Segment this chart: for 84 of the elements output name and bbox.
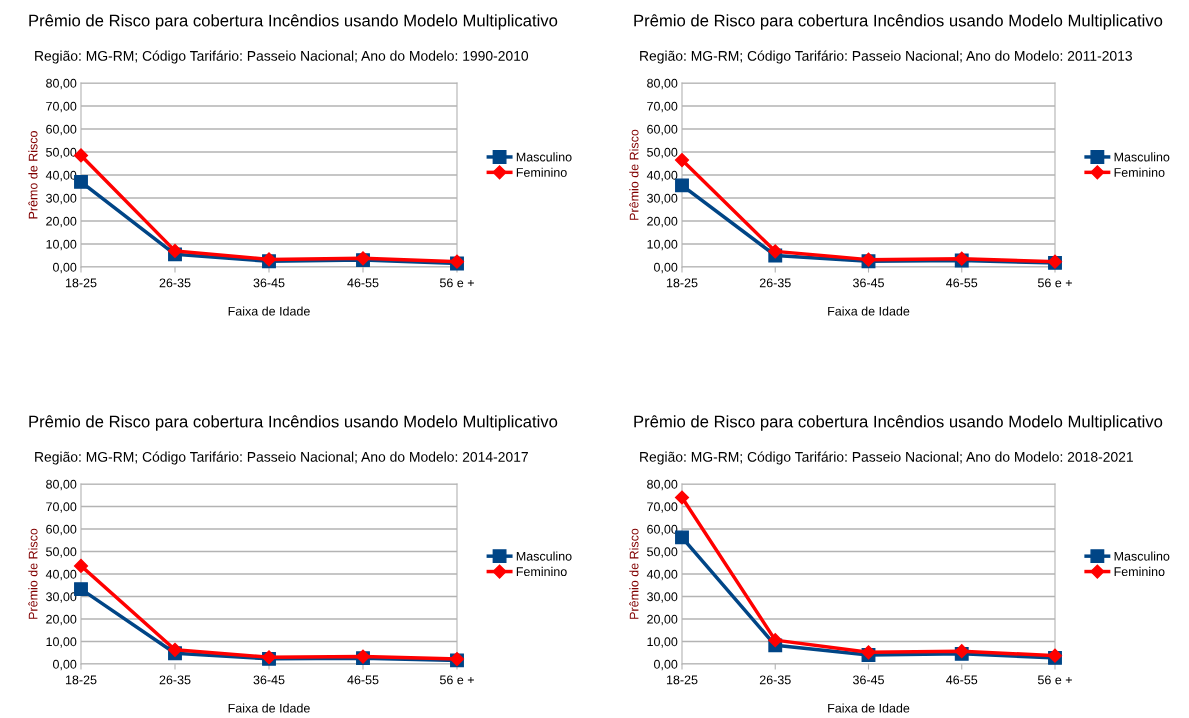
x-axis-title: Faixa de Idade bbox=[228, 306, 310, 316]
legend-label: Masculino bbox=[516, 551, 572, 561]
y-tick-label: 0,00 bbox=[654, 262, 678, 274]
y-tick-label: 20,00 bbox=[647, 216, 678, 228]
x-tick-label: 56 e + bbox=[1037, 278, 1072, 288]
y-tick-label: 20,00 bbox=[647, 614, 678, 626]
point bbox=[768, 244, 783, 259]
x-tick-label: 36-45 bbox=[253, 675, 285, 685]
legend-label: Masculino bbox=[1114, 551, 1170, 561]
point bbox=[768, 633, 783, 648]
x-tick-label: 18-25 bbox=[65, 278, 97, 288]
y-tick-label: 30,00 bbox=[647, 193, 678, 205]
x-tick-label: 18-25 bbox=[65, 675, 97, 685]
y-axis-title: Prêmio de Risco bbox=[629, 528, 639, 619]
y-axis-title: Prêmio de Risco bbox=[28, 528, 38, 619]
x-axis-title: Faixa de Idade bbox=[828, 703, 910, 713]
x-tick-label: 36-45 bbox=[852, 278, 884, 288]
y-tick-label: 0,00 bbox=[53, 262, 77, 274]
x-axis-title: Faixa de Idade bbox=[828, 306, 910, 316]
y-tick-label: 10,00 bbox=[647, 637, 678, 648]
chart-title: Prêmio de Risco para cobertura Incêndios usando Modelo Multiplicativo bbox=[634, 415, 1163, 431]
y-tick-label: 60,00 bbox=[46, 524, 77, 536]
y-tick-label: 10,00 bbox=[46, 239, 77, 251]
x-tick-label: 18-25 bbox=[666, 278, 698, 288]
y-tick-label: 30,00 bbox=[46, 592, 77, 603]
x-tick-label: 56 e + bbox=[439, 675, 474, 685]
chart-subtitle: Região: MG-RM; Código Tarifário: Passeio Nacional; Ano do Modelo: 1990-2010 bbox=[35, 50, 529, 64]
x-tick-label: 18-25 bbox=[666, 675, 698, 685]
y-tick-label: 70,00 bbox=[46, 502, 77, 513]
y-tick-label: 40,00 bbox=[646, 170, 678, 182]
x-tick-label: 56 e + bbox=[1037, 675, 1072, 685]
point bbox=[167, 642, 183, 657]
y-tick-label: 50,00 bbox=[647, 547, 678, 558]
y-tick-label: 20,00 bbox=[46, 614, 77, 626]
x-tick-label: 26-35 bbox=[759, 675, 791, 685]
x-tick-label: 26-35 bbox=[159, 675, 191, 685]
y-tick-label: 70,00 bbox=[46, 101, 77, 113]
legend-label: Feminino bbox=[1114, 566, 1165, 577]
y-tick-label: 0,00 bbox=[53, 659, 77, 671]
y-tick-label: 70,00 bbox=[647, 101, 678, 113]
x-tick-label: 46-55 bbox=[946, 675, 978, 685]
chart-subtitle: Região: MG-RM; Código Tarifário: Passeio Nacional; Ano do Modelo: 2014-2017 bbox=[35, 451, 528, 465]
x-tick-label: 46-55 bbox=[946, 278, 978, 288]
y-tick-label: 40,00 bbox=[646, 569, 678, 581]
chart-title: Prêmio de Risco para cobertura Incêndios usando Modelo Multiplicativo bbox=[634, 14, 1163, 30]
y-tick-label: 50,00 bbox=[647, 147, 678, 159]
y-axis-title: Prêmio de Risco bbox=[629, 129, 639, 220]
chart-title: Prêmio de Risco para cobertura Incêndios usando Modelo Multiplicativo bbox=[29, 415, 558, 431]
y-tick-label: 40,00 bbox=[45, 170, 77, 182]
y-tick-label: 60,00 bbox=[46, 124, 77, 136]
legend-label: Masculino bbox=[1114, 152, 1170, 162]
y-axis-title: Prêmo de Risco bbox=[28, 131, 38, 219]
chart-subtitle: Região: MG-RM; Código Tarifário: Passeio Nacional; Ano do Modelo: 2018-2021 bbox=[640, 451, 1133, 465]
x-tick-label: 36-45 bbox=[253, 278, 285, 288]
legend-label: Feminino bbox=[516, 167, 567, 177]
legend-label: Feminino bbox=[516, 566, 567, 577]
x-axis-title: Faixa de Idade bbox=[228, 703, 310, 713]
x-tick-label: 26-35 bbox=[759, 278, 791, 288]
y-tick-label: 60,00 bbox=[647, 524, 678, 536]
y-tick-label: 10,00 bbox=[647, 239, 678, 251]
y-tick-label: 0,00 bbox=[654, 659, 678, 671]
y-tick-label: 80,00 bbox=[647, 479, 678, 491]
y-tick-label: 60,00 bbox=[647, 124, 678, 136]
x-tick-label: 46-55 bbox=[347, 278, 379, 288]
y-tick-label: 50,00 bbox=[46, 547, 77, 558]
y-tick-label: 10,00 bbox=[46, 637, 77, 648]
y-tick-label: 30,00 bbox=[46, 193, 77, 205]
y-tick-label: 30,00 bbox=[647, 592, 678, 603]
point bbox=[167, 243, 183, 258]
x-tick-label: 26-35 bbox=[159, 278, 191, 288]
y-tick-label: 70,00 bbox=[647, 502, 678, 513]
y-tick-label: 80,00 bbox=[46, 78, 77, 90]
legend-label: Feminino bbox=[1114, 167, 1165, 177]
y-tick-label: 80,00 bbox=[647, 78, 678, 90]
y-tick-label: 50,00 bbox=[46, 147, 77, 159]
y-tick-label: 20,00 bbox=[46, 216, 77, 228]
x-tick-label: 36-45 bbox=[852, 675, 884, 685]
x-tick-label: 46-55 bbox=[347, 675, 379, 685]
y-tick-label: 40,00 bbox=[45, 569, 77, 581]
x-tick-label: 56 e + bbox=[439, 278, 474, 288]
y-tick-label: 80,00 bbox=[46, 479, 77, 491]
legend-label: Masculino bbox=[516, 152, 572, 162]
chart-subtitle: Região: MG-RM; Código Tarifário: Passeio Nacional; Ano do Modelo: 2011-2013 bbox=[640, 50, 1132, 64]
chart-title: Prêmio de Risco para cobertura Incêndios usando Modelo Multiplicativo bbox=[29, 14, 558, 30]
